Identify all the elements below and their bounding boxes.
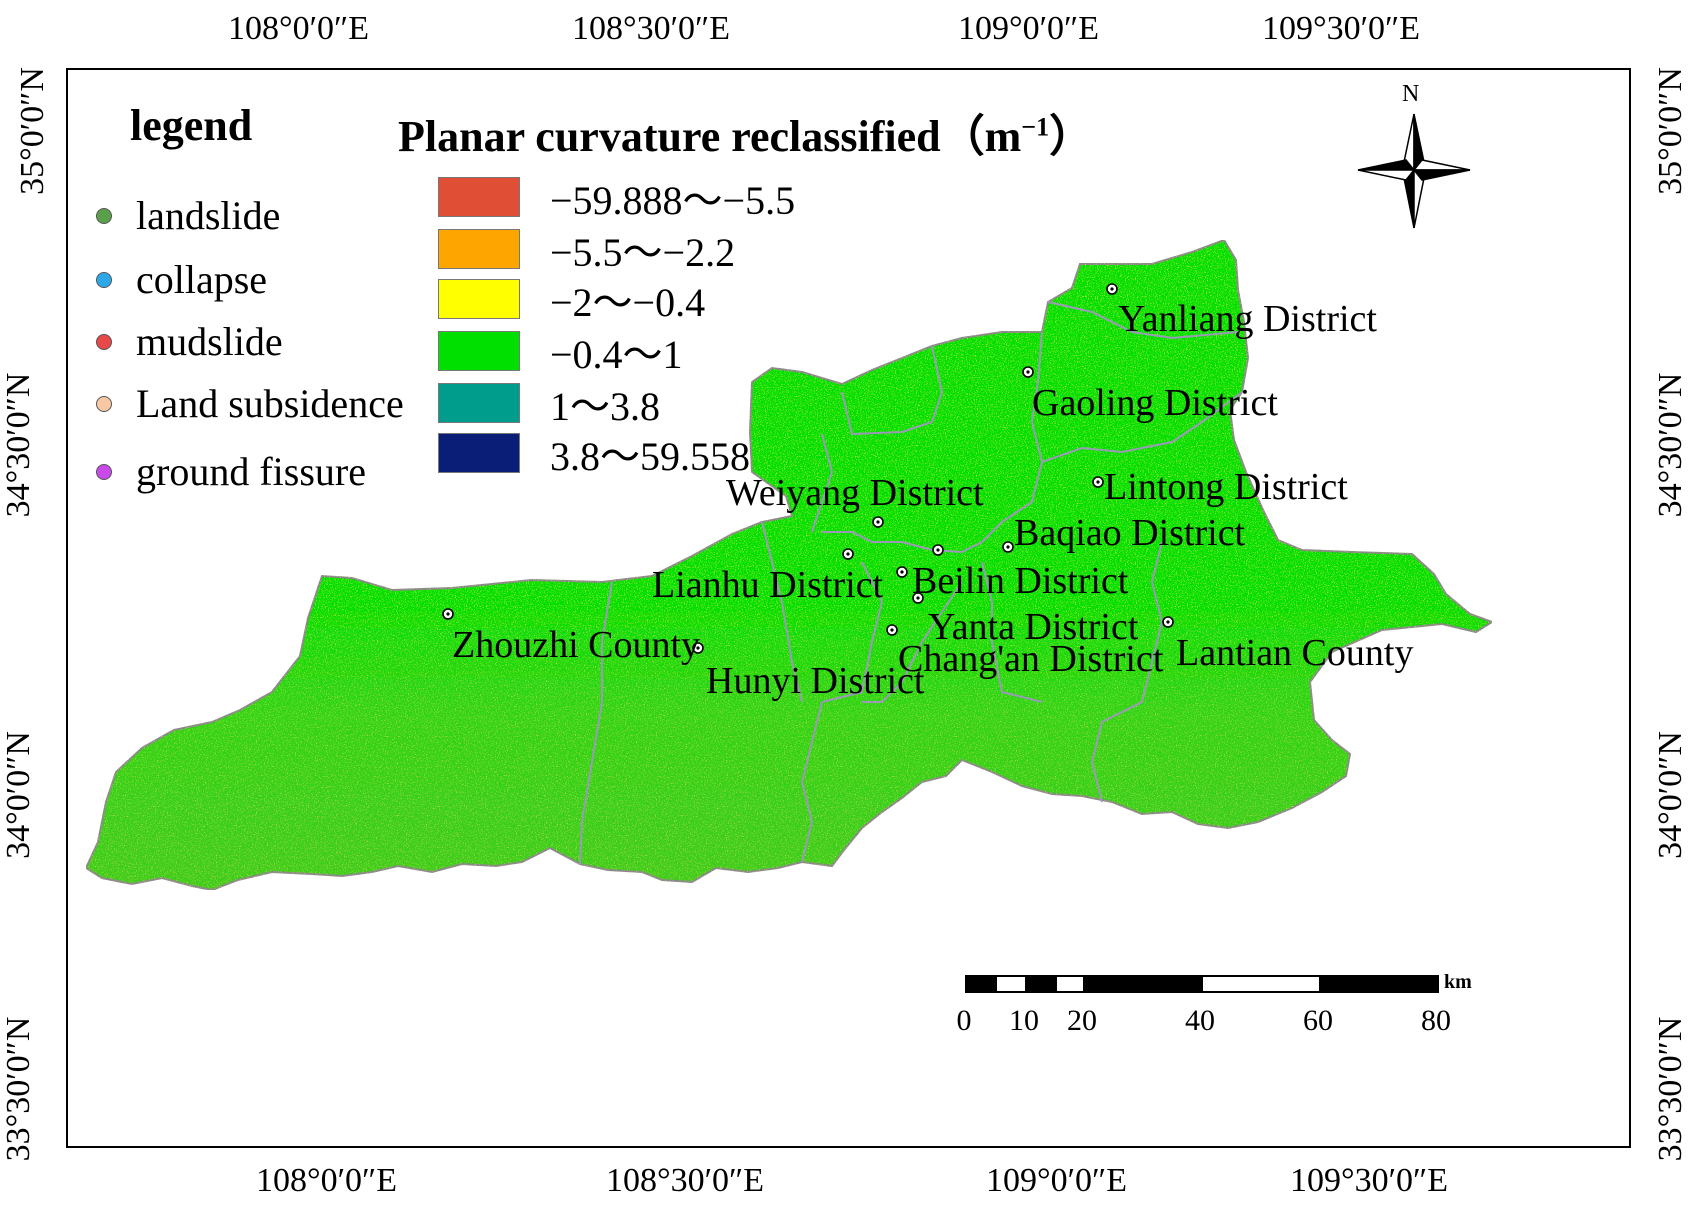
class-label: −2～−0.4 [550,280,706,325]
classification-title: Planar curvature reclassified（m−1） [398,100,1093,164]
district-marker-centers [446,287,1170,650]
top-lon-label: 109°0′0″E [958,10,1099,47]
top-lon-label: 108°30′0″E [572,10,730,47]
legend-item-label: mudslide [136,319,283,364]
left-lat-label: 34°0′0″N [0,731,37,859]
class-item: 1～3.8 [438,374,660,432]
mudslide-marker-icon [96,333,112,350]
left-lat-label: 34°30′0″N [0,372,37,518]
district-label-baqiao: Baqiao District [1014,512,1246,554]
bottom-lon-label: 108°0′0″E [256,1162,397,1199]
class-swatch [438,177,520,217]
class-item: −0.4～1 [438,322,683,380]
class-item: −5.5～−2.2 [438,220,735,278]
legend-item-landslide: landslide [96,192,280,239]
legend-item-mudslide: mudslide [96,318,283,365]
class-swatch [438,433,520,473]
scale-tick-label: 60 [1303,1004,1333,1037]
classification-title-text: Planar curvature reclassified（m [398,112,1022,161]
legend-item-label: Land subsidence [136,381,404,426]
district-label-yanta: Yanta District [928,606,1139,648]
class-item: −59.888～−5.5 [438,168,795,226]
scale-tick-label: 0 [956,1004,972,1037]
right-lat-label: 35°0′0″N [1652,67,1689,195]
legend-item-label: landslide [136,193,281,238]
class-swatch [438,331,520,371]
map-canvas [84,113,1495,993]
study-area-region [84,238,1495,892]
class-swatch [438,383,520,423]
scale-tick-label: 40 [1185,1004,1215,1037]
map-frame [66,68,1631,1148]
district-boundaries [579,301,1243,865]
classification-title-end: ） [1049,112,1094,161]
class-swatch [438,279,520,319]
legend-title: legend [130,101,253,150]
north-label: N [1402,81,1420,107]
district-label-weiyang: Weiyang District [726,472,984,514]
scale-tick-label: 10 [1009,1004,1039,1037]
bottom-lon-label: 109°0′0″E [986,1162,1127,1199]
top-lon-label: 109°30′0″E [1262,10,1420,47]
scale-tick-label: 80 [1421,1004,1451,1037]
district-label-lianhu: Lianhu District [652,564,884,606]
bottom-lon-label: 108°30′0″E [606,1162,764,1199]
right-lat-label: 33°30′0″N [1652,1016,1689,1162]
class-swatch [438,229,520,269]
ground-fissure-marker-icon [96,463,112,480]
district-label-changan: Chang'an District [898,638,1164,680]
classification-title-superscript: −1 [1021,112,1050,142]
class-item: 3.8～59.558 [438,424,750,482]
legend-item-land-subsidence: Land subsidence [96,380,404,427]
district-label-hunyi: Hunyi District [706,660,925,702]
scale-bar [965,975,1439,993]
class-item: −2～−0.4 [438,270,705,328]
legend-item-label: ground fissure [136,449,366,494]
district-label-gaoling: Gaoling District [1032,382,1278,424]
district-label-zhouzhi: Zhouzhi County [452,624,701,666]
left-lat-label: 33°30′0″N [0,1016,37,1162]
class-label: −59.888～−5.5 [550,178,796,223]
landslide-marker-icon [96,207,112,224]
right-lat-label: 34°30′0″N [1652,372,1689,518]
class-label: 1～3.8 [550,384,660,429]
left-lat-label: 35°0′0″N [14,67,51,195]
right-lat-label: 34°0′0″N [1652,731,1689,859]
legend-item-collapse: collapse [96,256,267,303]
class-label: −0.4～1 [550,332,683,377]
district-label-yanliang: Yanliang District [1118,298,1377,340]
scale-unit-label: km [1444,971,1472,993]
collapse-marker-icon [96,271,112,288]
district-label-lantian: Lantian County [1176,632,1414,674]
top-lon-label: 108°0′0″E [228,10,369,47]
class-label: 3.8～59.558 [550,434,750,479]
bottom-lon-label: 109°30′0″E [1290,1162,1448,1199]
legend-item-ground-fissure: ground fissure [96,448,366,495]
scale-tick-label: 20 [1067,1004,1097,1037]
north-arrow-icon [1357,113,1471,229]
district-label-beilin: Beilin District [912,560,1129,602]
class-label: −5.5～−2.2 [550,230,736,275]
land-subsidence-marker-icon [96,395,112,412]
legend-item-label: collapse [136,257,268,302]
district-label-lintong: Lintong District [1104,466,1348,508]
